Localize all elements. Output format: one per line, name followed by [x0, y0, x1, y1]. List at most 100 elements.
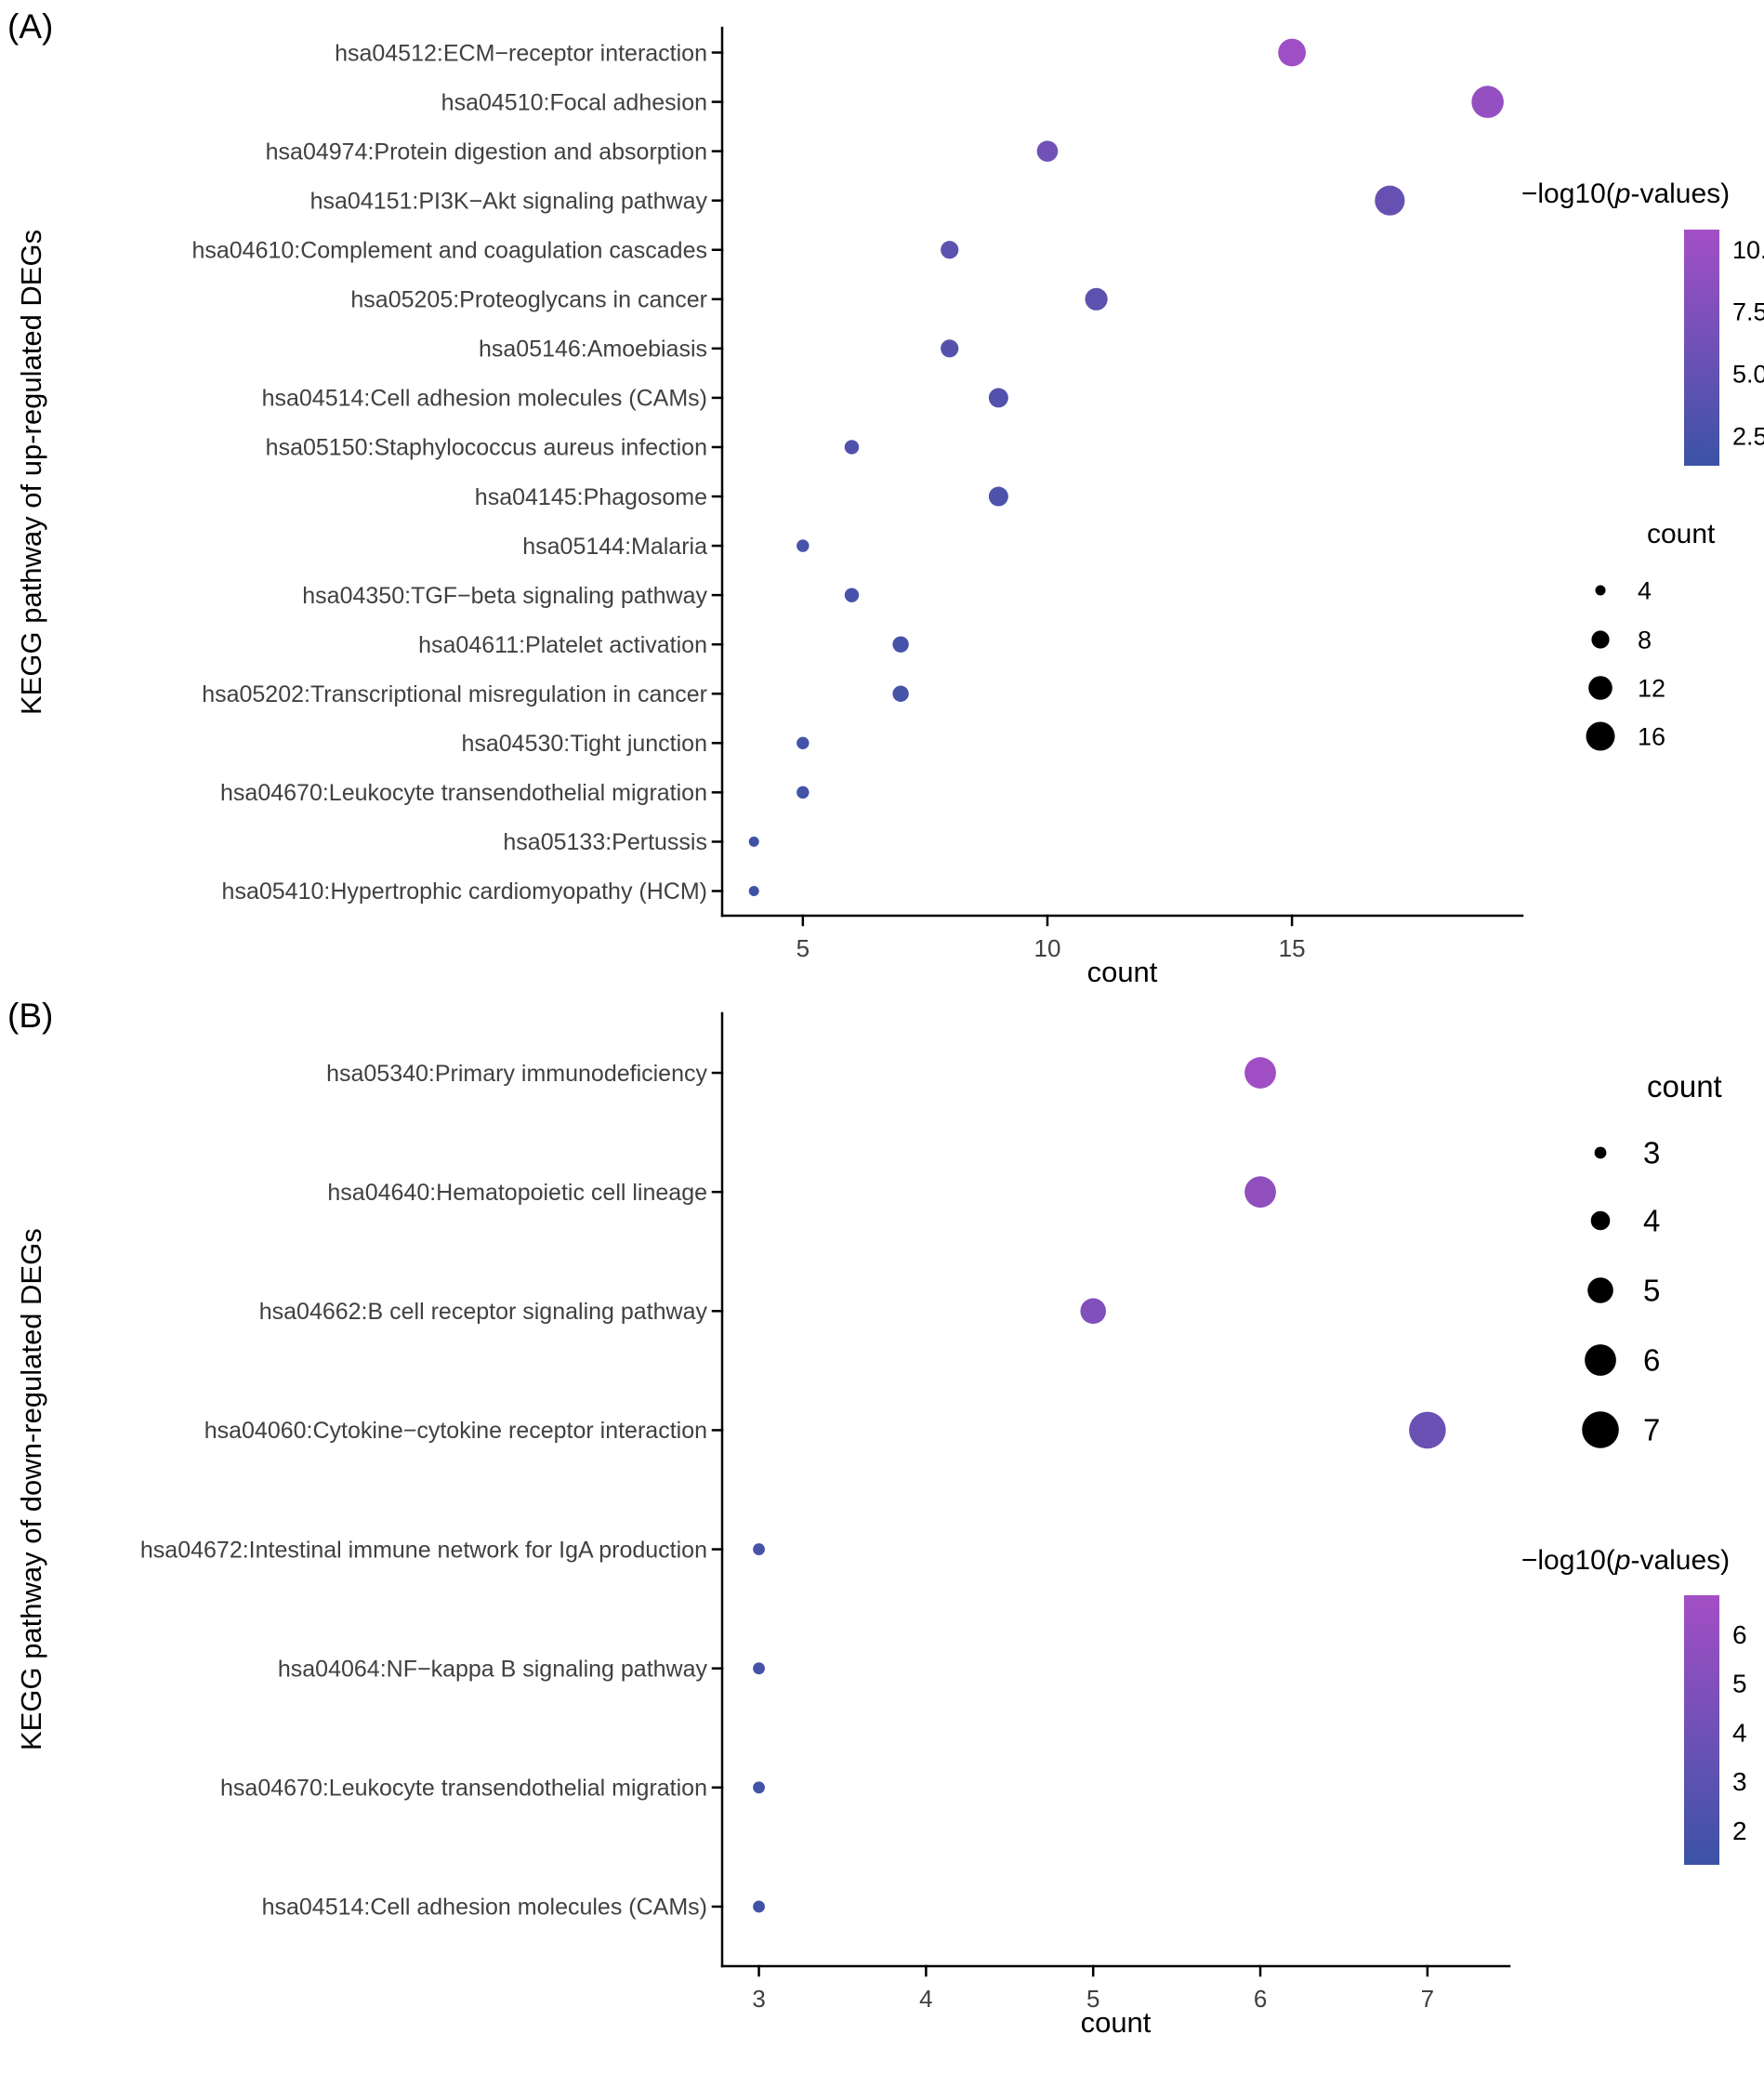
panel-a-size-legend-title: count [1647, 519, 1716, 549]
size-legend-label: 4 [1643, 1204, 1660, 1238]
category-label: hsa04512:ECM−receptor interaction [335, 40, 707, 66]
data-point [941, 241, 959, 259]
axes [711, 26, 1524, 927]
dots [748, 38, 1504, 896]
panel-a-tag: (A) [7, 7, 54, 46]
data-point [1085, 287, 1108, 310]
axes [711, 1011, 1511, 1977]
data-point [1036, 140, 1059, 162]
colorbar-tick-label: 2.5 [1732, 422, 1764, 450]
category-label: hsa05410:Hypertrophic cardiomyopathy (HC… [222, 878, 707, 905]
category-label: hsa04662:B cell receptor signaling pathw… [259, 1299, 708, 1325]
data-point [1409, 1411, 1446, 1449]
colorbar-title-prefix: −log10( [1520, 1545, 1615, 1576]
colorbar [1684, 230, 1719, 466]
panel-b-x-axis-title: count [1080, 2006, 1152, 2039]
data-point [753, 1781, 765, 1794]
data-point [844, 588, 860, 602]
data-point [941, 339, 959, 358]
colorbar [1684, 1595, 1719, 1865]
colorbar-title-italic-p: p [1614, 1545, 1631, 1576]
data-point [796, 736, 810, 750]
size-legend-dot [1594, 1146, 1607, 1159]
dots [753, 1057, 1446, 1913]
colorbar-title-suffix: -values) [1630, 178, 1731, 209]
data-point [1244, 1176, 1276, 1209]
category-label: hsa04670:Leukocyte transendothelial migr… [220, 1776, 707, 1802]
colorbar-tick-label: 2 [1732, 1816, 1747, 1845]
size-legend-dot [1582, 1411, 1619, 1448]
data-point [753, 1543, 765, 1555]
category-label: hsa04640:Hematopoietic cell lineage [327, 1180, 707, 1206]
colorbar-tick-label: 5.0 [1732, 361, 1764, 389]
category-label: hsa05340:Primary immunodeficiency [326, 1061, 707, 1087]
data-point [988, 388, 1008, 408]
size-legend-dot [1587, 1277, 1613, 1303]
size-legend-dot [1588, 676, 1613, 700]
category-label: hsa04670:Leukocyte transendothelial migr… [220, 780, 707, 806]
size-legend-dot [1585, 1344, 1616, 1376]
size-legend-label: 3 [1643, 1136, 1660, 1170]
x-tick-label: 6 [1254, 1985, 1267, 2013]
panel-a-y-axis-title: KEGG pathway of up-regulated DEGs [15, 229, 47, 715]
category-label: hsa05133:Pertussis [503, 829, 707, 855]
panel-b-tag: (B) [7, 997, 54, 1035]
colorbar-tick-label: 7.5 [1732, 298, 1764, 326]
size-legend-label: 7 [1643, 1413, 1660, 1447]
category-label: hsa04610:Complement and coagulation casc… [191, 238, 707, 264]
colorbar-title-suffix: -values) [1630, 1545, 1731, 1576]
category-label: hsa04974:Protein digestion and absorptio… [266, 139, 707, 165]
x-tick-label: 4 [919, 1985, 932, 2013]
data-point [1244, 1057, 1276, 1089]
data-point [1278, 38, 1307, 67]
size-legend-label: 6 [1643, 1343, 1660, 1378]
x-tick-label: 5 [1086, 1985, 1099, 2013]
category-label: hsa04672:Intestinal immune network for I… [140, 1537, 707, 1563]
category-label: hsa04611:Platelet activation [418, 632, 707, 658]
size-legend-dot [1591, 630, 1610, 649]
category-label: hsa05144:Malaria [522, 534, 707, 560]
size-legend-label: 5 [1643, 1274, 1660, 1308]
x-tick-label: 3 [752, 1985, 765, 2013]
category-label: hsa04064:NF−kappa B signaling pathway [278, 1656, 708, 1682]
category-label: hsa04145:Phagosome [475, 484, 707, 510]
colorbar-tick-label: 4 [1732, 1718, 1747, 1747]
category-label: hsa04510:Focal adhesion [441, 89, 707, 115]
category-label: hsa04350:TGF−beta signaling pathway [302, 583, 707, 609]
data-point [748, 836, 759, 847]
x-tick-label: 7 [1421, 1985, 1434, 2013]
data-point [748, 885, 759, 896]
category-label: hsa04530:Tight junction [461, 731, 707, 757]
x-tick-label: 15 [1279, 934, 1306, 962]
data-point [1471, 86, 1504, 118]
category-label: hsa05202:Transcriptional misregulation i… [202, 681, 707, 707]
size-legend-label: 16 [1638, 722, 1665, 750]
data-point [988, 486, 1008, 507]
x-tick-label: 10 [1034, 934, 1061, 962]
data-point [796, 539, 810, 552]
data-point [753, 1662, 765, 1675]
size-legend-label: 12 [1638, 674, 1665, 702]
data-point [844, 440, 860, 455]
colorbar-title-prefix: −log10( [1520, 178, 1615, 209]
data-point [1080, 1298, 1107, 1325]
panel-b-size-legend-title: count [1647, 1069, 1722, 1103]
data-point [892, 685, 909, 702]
category-label: hsa05146:Amoebiasis [479, 337, 707, 363]
colorbar-tick-label: 5 [1732, 1670, 1747, 1698]
panel-b-y-axis-title: KEGG pathway of down-regulated DEGs [15, 1228, 47, 1751]
panel-b-colorbar-title: −log10(p-values) [1487, 1545, 1764, 1577]
category-label: hsa04514:Cell adhesion molecules (CAMs) [262, 1895, 707, 1921]
category-label: hsa04060:Cytokine−cytokine receptor inte… [204, 1418, 707, 1444]
data-point [892, 636, 909, 653]
size-legend-dot [1595, 585, 1606, 596]
size-legend-label: 8 [1638, 626, 1652, 654]
category-label: hsa05150:Staphylococcus aureus infection [266, 435, 707, 461]
x-tick-label: 5 [796, 934, 810, 962]
panel-a-dotplot: 5 10 15 hsa04512:ECM−receptor interaction hs… [191, 26, 1764, 962]
colorbar-tick-label: 10.0 [1732, 236, 1764, 264]
panel-a-colorbar-title: −log10(p-values) [1487, 178, 1764, 210]
data-point [796, 786, 810, 799]
colorbar-tick-label: 3 [1732, 1767, 1747, 1796]
panel-a-x-axis-title: count [1086, 956, 1158, 988]
